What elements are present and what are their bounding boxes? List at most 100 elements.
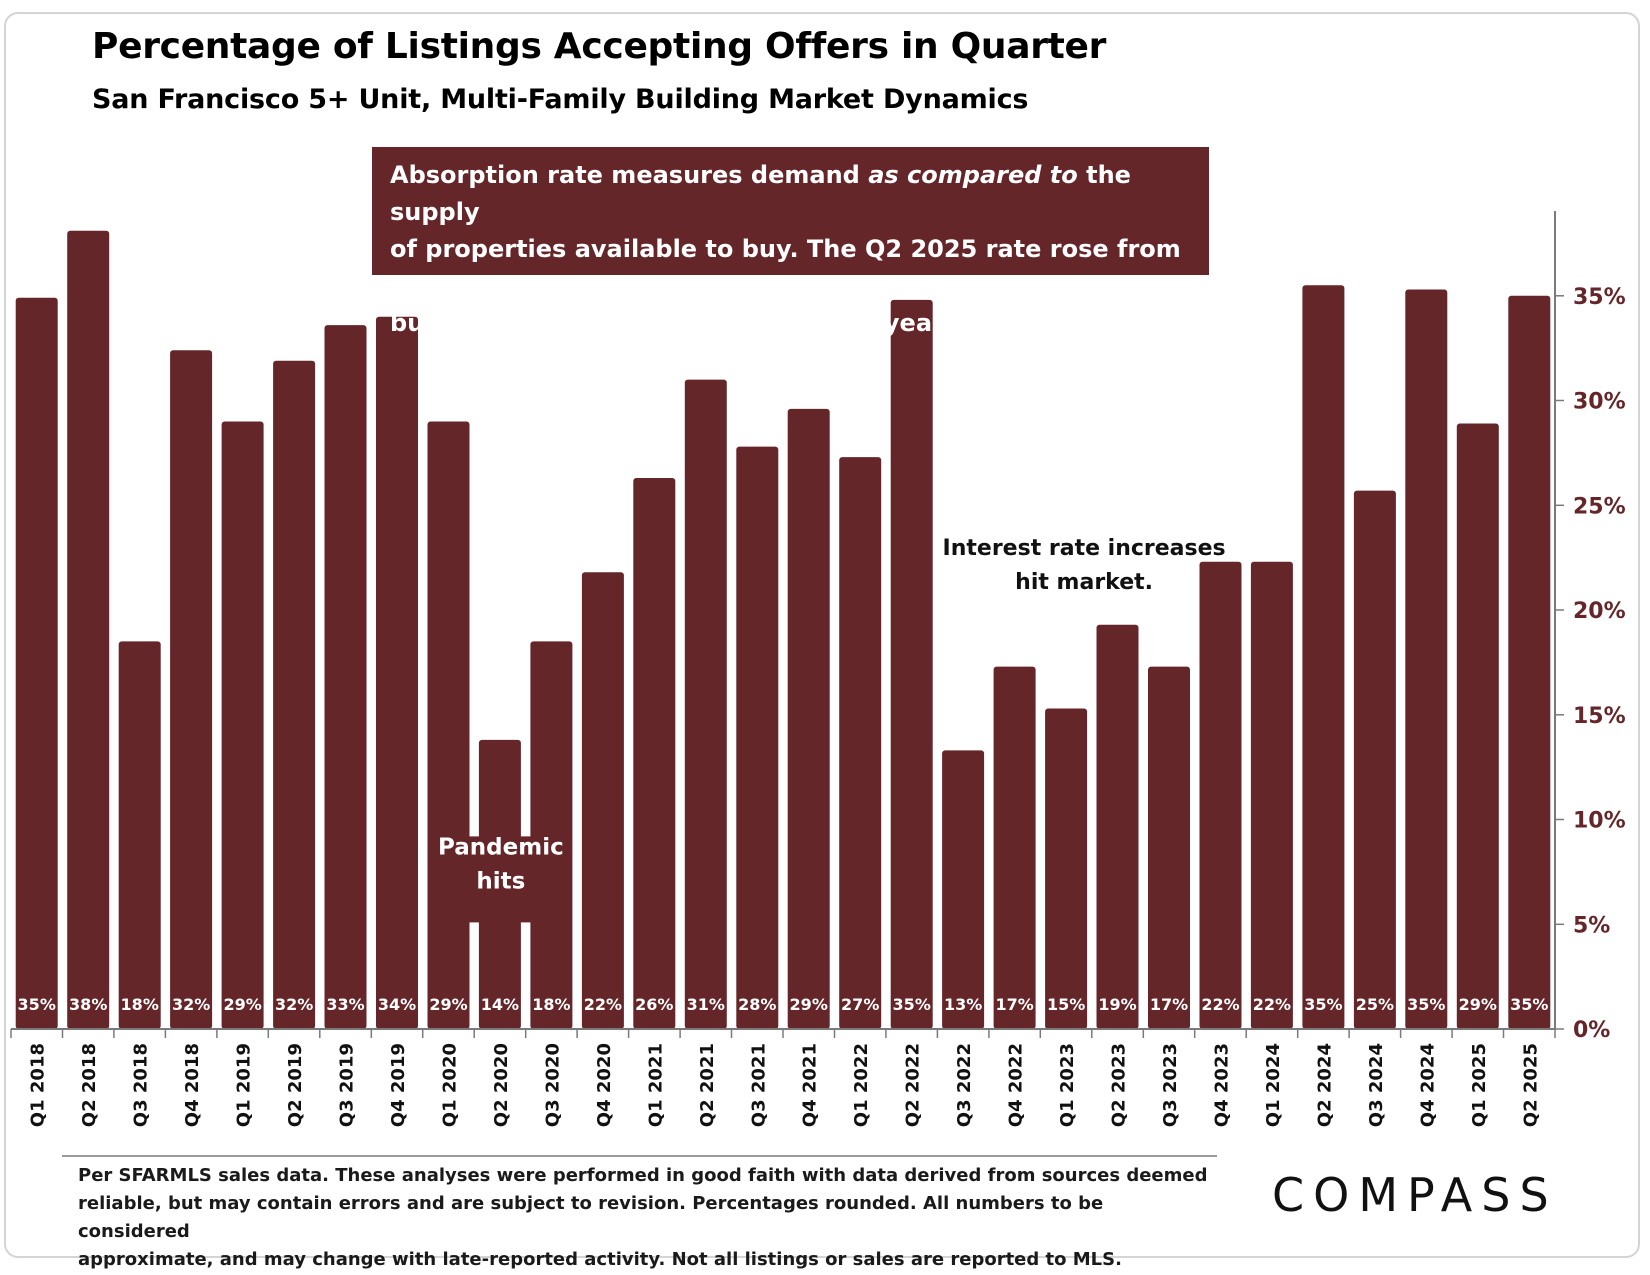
callout-line-3: but was essentially unchanged on a year-… (390, 309, 1172, 337)
bar (1302, 285, 1345, 1029)
bar (581, 572, 624, 1029)
data-label: 26% (635, 995, 673, 1014)
bar (839, 457, 882, 1030)
x-tick-label: Q2 2023 (1109, 1043, 1130, 1127)
bar (1405, 289, 1448, 1029)
bar (736, 446, 779, 1030)
bar (1148, 666, 1190, 1029)
bar (890, 299, 933, 1029)
x-tick-label: Q4 2021 (800, 1043, 821, 1127)
bar (118, 641, 161, 1029)
y-tick-label: 35% (1573, 285, 1626, 310)
data-label: 35% (1304, 995, 1342, 1014)
callout-line-1: Absorption rate measures demand as compa… (390, 161, 1131, 226)
chart-title: Percentage of Listings Accepting Offers … (92, 26, 1107, 67)
data-label: 19% (1098, 995, 1136, 1014)
x-tick-label: Q4 2024 (1417, 1043, 1438, 1127)
bar (1508, 295, 1551, 1030)
bar (1045, 708, 1088, 1029)
chart-frame (4, 12, 1640, 1258)
bar (376, 316, 418, 1029)
footer-divider (62, 1155, 1217, 1157)
bar (1353, 490, 1396, 1030)
x-tick-label: Q1 2019 (234, 1043, 255, 1127)
y-tick-label: 20% (1573, 599, 1626, 624)
x-tick-label: Q2 2019 (285, 1043, 306, 1127)
x-tick-label: Q4 2019 (388, 1043, 409, 1127)
data-label: 35% (1407, 995, 1445, 1014)
callout-line-2: of properties available to buy. The Q2 2… (390, 235, 1181, 300)
bar (1250, 561, 1293, 1029)
x-tick-label: Q1 2024 (1263, 1043, 1284, 1127)
data-label: 15% (1047, 995, 1085, 1014)
footer-note-line-3: approximate, and may change with late-re… (78, 1249, 1122, 1270)
x-tick-label: Q1 2018 (28, 1043, 49, 1127)
x-tick-label: Q4 2018 (182, 1043, 203, 1127)
x-tick-label: Q3 2021 (748, 1043, 769, 1127)
data-label: 13% (944, 995, 982, 1014)
bar (1199, 561, 1242, 1029)
data-label: 32% (172, 995, 210, 1014)
x-tick-label: Q1 2021 (645, 1043, 666, 1127)
x-tick-label: Q2 2021 (697, 1043, 718, 1127)
data-label: 35% (893, 995, 931, 1014)
annotation-background (433, 836, 566, 923)
y-tick-label: 15% (1573, 704, 1626, 729)
data-label: 31% (687, 995, 725, 1014)
bar (530, 641, 573, 1029)
bar (15, 297, 58, 1029)
x-tick-label: Q3 2020 (542, 1043, 563, 1127)
annotation-text: Pandemic (438, 834, 564, 860)
annotation-text: Interest rate increases (943, 536, 1226, 561)
bar (324, 325, 367, 1030)
bar (170, 350, 213, 1029)
x-tick-label: Q2 2018 (79, 1043, 100, 1127)
data-label: 32% (275, 995, 313, 1014)
bar (684, 379, 727, 1030)
x-tick-label: Q3 2018 (131, 1043, 152, 1127)
data-label: 22% (584, 995, 622, 1014)
data-label: 28% (738, 995, 776, 1014)
compass-logo: COMPASS (1272, 1168, 1558, 1222)
data-label: 17% (1150, 995, 1188, 1014)
data-label: 33% (326, 995, 364, 1014)
data-label: 34% (378, 995, 416, 1014)
data-label: 25% (1356, 995, 1394, 1014)
bar (993, 666, 1036, 1029)
data-label: 38% (69, 995, 107, 1014)
x-tick-label: Q2 2020 (491, 1043, 512, 1127)
x-tick-label: Q1 2022 (851, 1043, 872, 1127)
bar (427, 421, 470, 1029)
data-label: 27% (841, 995, 879, 1014)
bar (67, 230, 110, 1030)
footer-note: Per SFARMLS sales data. These analyses w… (78, 1162, 1218, 1274)
x-tick-label: Q2 2024 (1314, 1043, 1335, 1127)
x-tick-label: Q4 2020 (594, 1043, 615, 1127)
data-label: 29% (790, 995, 828, 1014)
x-tick-label: Q4 2023 (1212, 1043, 1233, 1127)
x-tick-label: Q2 2025 (1520, 1043, 1541, 1127)
bar (633, 478, 676, 1029)
x-tick-label: Q3 2022 (954, 1043, 975, 1127)
data-label: 18% (532, 995, 570, 1014)
data-label: 29% (429, 995, 467, 1014)
data-label: 29% (223, 995, 261, 1014)
x-tick-label: Q1 2020 (440, 1043, 461, 1127)
bar (1096, 624, 1139, 1029)
bar (273, 360, 316, 1029)
x-tick-label: Q1 2025 (1469, 1043, 1490, 1127)
bar (1456, 423, 1499, 1029)
data-label: 18% (121, 995, 159, 1014)
y-tick-label: 10% (1573, 809, 1626, 834)
x-tick-label: Q2 2022 (903, 1043, 924, 1127)
data-label: 29% (1459, 995, 1497, 1014)
data-label: 14% (481, 995, 519, 1014)
x-tick-label: Q4 2022 (1006, 1043, 1027, 1127)
data-label: 22% (1253, 995, 1291, 1014)
chart-subtitle: San Francisco 5+ Unit, Multi-Family Buil… (92, 84, 1029, 115)
footer-note-line-2: reliable, but may contain errors and are… (78, 1193, 1104, 1242)
y-tick-label: 25% (1573, 494, 1626, 519)
data-label: 35% (1510, 995, 1548, 1014)
y-tick-label: 30% (1573, 390, 1626, 415)
